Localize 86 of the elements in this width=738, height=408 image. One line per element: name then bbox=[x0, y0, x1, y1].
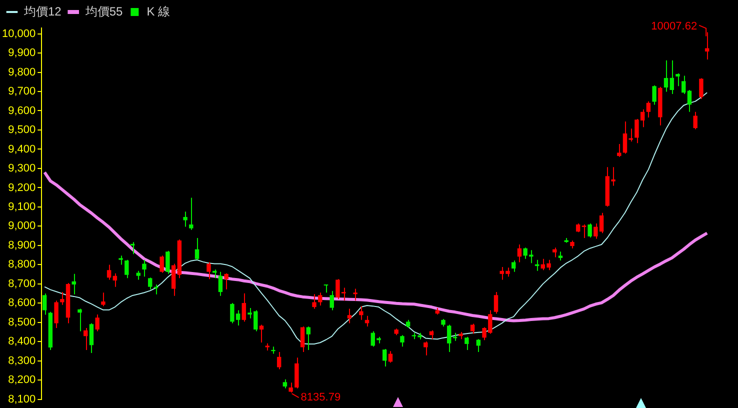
candlestick bbox=[112, 272, 118, 288]
candlestick bbox=[72, 273, 76, 295]
candlestick bbox=[388, 350, 393, 364]
legend-label: 均價55 bbox=[84, 4, 124, 18]
y-tick-label: 9,400 bbox=[8, 143, 36, 156]
candlestick bbox=[89, 322, 94, 354]
candlestick bbox=[130, 242, 135, 255]
y-tick-label: 8,500 bbox=[8, 316, 36, 328]
y-tick-label: 8,100 bbox=[8, 393, 36, 406]
candlestick bbox=[306, 326, 311, 350]
y-tick-label: 9,500 bbox=[8, 124, 36, 136]
y-tick-label: 8,300 bbox=[8, 354, 36, 367]
y-tick-label: 9,200 bbox=[8, 182, 36, 194]
y-tick-label: 9,300 bbox=[8, 162, 36, 175]
annotation: 8135.79 bbox=[300, 392, 341, 404]
legend-label: 均價12 bbox=[23, 4, 62, 18]
candlestick bbox=[42, 293, 47, 316]
candlestick bbox=[171, 263, 176, 296]
candlestick bbox=[276, 352, 282, 370]
candlestick bbox=[464, 336, 469, 350]
y-tick-label: 8,400 bbox=[8, 336, 36, 348]
candlestick bbox=[517, 244, 522, 263]
candlestick bbox=[552, 247, 557, 258]
candlestick bbox=[382, 348, 387, 367]
y-tick-label: 9,800 bbox=[8, 66, 36, 78]
candlestick bbox=[271, 346, 276, 354]
candlestick bbox=[687, 89, 692, 112]
candlestick bbox=[617, 144, 622, 158]
candlestick bbox=[101, 292, 106, 307]
candlestick bbox=[494, 292, 498, 314]
candlestick bbox=[646, 100, 651, 118]
candlestick bbox=[189, 197, 194, 230]
candlestick bbox=[218, 271, 223, 296]
candlestick bbox=[148, 277, 152, 290]
candlestick bbox=[676, 72, 680, 87]
candlestick bbox=[54, 300, 58, 329]
candlestick bbox=[424, 340, 428, 356]
annotation: 10007.62 bbox=[651, 20, 698, 32]
candlestick bbox=[400, 334, 404, 348]
candlestick bbox=[446, 324, 452, 353]
candlestick bbox=[682, 75, 686, 95]
candlestick bbox=[183, 211, 188, 228]
candlestick bbox=[118, 255, 123, 266]
candlestick bbox=[511, 260, 516, 272]
y-tick-label: 9,100 bbox=[8, 200, 36, 213]
candlestick bbox=[124, 259, 129, 279]
candlestick bbox=[588, 223, 592, 238]
candlestick bbox=[318, 292, 322, 306]
candlestick bbox=[582, 224, 586, 238]
y-tick-label: 10,000 bbox=[2, 28, 36, 40]
y-tick-label: 8,700 bbox=[8, 278, 36, 290]
candlestick bbox=[652, 84, 656, 106]
y-tick-label: 9,000 bbox=[8, 220, 36, 232]
candlestick bbox=[300, 326, 305, 353]
y-tick-label: 8,800 bbox=[8, 258, 36, 271]
candlestick bbox=[693, 111, 698, 130]
candlestick bbox=[312, 294, 316, 310]
candlestick bbox=[347, 308, 352, 324]
candlestick bbox=[664, 60, 668, 92]
candlestick bbox=[166, 250, 170, 274]
candlestick bbox=[353, 288, 358, 302]
candlestick bbox=[470, 323, 475, 334]
y-tick-label: 8,900 bbox=[8, 239, 36, 252]
candlestick bbox=[206, 262, 211, 280]
candlestick bbox=[224, 272, 228, 290]
legend-label: K 線 bbox=[146, 4, 170, 18]
candlestick bbox=[476, 338, 481, 353]
y-tick-label: 9,700 bbox=[8, 86, 36, 98]
candlestick bbox=[359, 306, 364, 320]
candlestick bbox=[330, 290, 334, 311]
candlestick bbox=[142, 259, 146, 278]
y-tick-label: 9,900 bbox=[8, 47, 36, 60]
candlestick bbox=[282, 378, 288, 389]
candlestick bbox=[194, 237, 200, 260]
candlestick bbox=[160, 255, 164, 274]
y-tick-label: 9,600 bbox=[8, 104, 36, 117]
candlestick bbox=[95, 314, 100, 332]
candlestick bbox=[242, 292, 246, 322]
candlestick bbox=[106, 264, 112, 280]
y-tick-label: 8,200 bbox=[8, 374, 36, 386]
candlestick bbox=[699, 78, 704, 100]
candlestick bbox=[670, 60, 674, 95]
candlestick bbox=[259, 324, 264, 343]
y-tick-label: 8,600 bbox=[8, 297, 36, 310]
candlestick bbox=[84, 328, 88, 350]
candlestick bbox=[78, 308, 82, 332]
